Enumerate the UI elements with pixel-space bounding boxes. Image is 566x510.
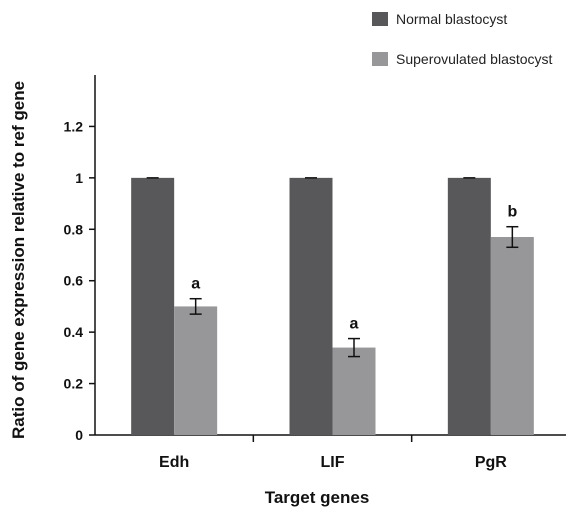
bar (490, 237, 534, 435)
significance-label: b (507, 204, 517, 221)
legend-swatch-normal (372, 12, 388, 26)
legend-swatch-superovulated (372, 52, 388, 66)
significance-label: a (191, 276, 200, 293)
y-tick-label: 0.4 (64, 324, 84, 340)
x-axis-title: Target genes (265, 488, 370, 507)
bar (447, 177, 491, 435)
y-tick-label: 0.2 (64, 376, 84, 392)
bar (332, 347, 376, 435)
plot-area: 0 0.2 0.4 0.6 0.8 1 1.2 Edh a LIF a PgR b (64, 75, 566, 471)
y-tick-label: 0 (75, 427, 83, 443)
x-tick-label: PgR (475, 454, 507, 471)
y-tick-label: 1 (75, 170, 83, 186)
x-tick-label: LIF (321, 454, 345, 471)
y-axis-title: Ratio of gene expression relative to ref… (9, 81, 28, 439)
significance-label: a (350, 316, 359, 333)
bar (174, 306, 218, 435)
legend-label-superovulated: Superovulated blastocyst (396, 51, 553, 67)
y-tick-label: 1.2 (64, 118, 84, 134)
bar (289, 177, 333, 435)
y-tick-label: 0.8 (64, 221, 84, 237)
bar (131, 177, 175, 435)
legend: Normal blastocyst Superovulated blastocy… (372, 11, 553, 67)
y-tick-label: 0.6 (64, 273, 84, 289)
legend-label-normal: Normal blastocyst (396, 11, 507, 27)
x-tick-label: Edh (159, 454, 189, 471)
